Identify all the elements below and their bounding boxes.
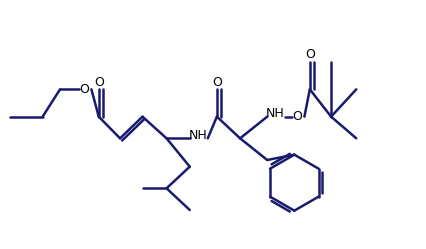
Text: O: O xyxy=(80,83,89,96)
Text: NH: NH xyxy=(188,129,207,142)
Text: NH: NH xyxy=(266,107,285,120)
Text: O: O xyxy=(212,76,222,89)
Text: O: O xyxy=(293,110,302,123)
Text: O: O xyxy=(94,76,104,89)
Text: O: O xyxy=(305,48,315,61)
